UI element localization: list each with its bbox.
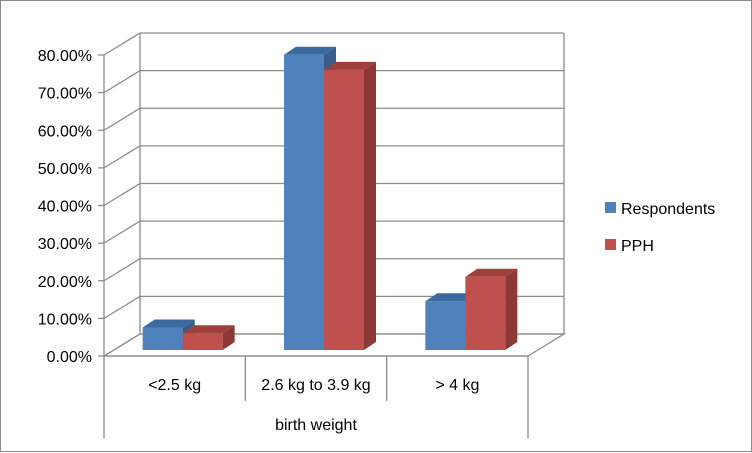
bar-pph-side [505,268,518,350]
bar-respondents-top [142,319,195,328]
legend-swatch-pph [605,239,616,250]
bar-pph-top [182,325,235,334]
bar-respondents-front [425,301,466,350]
x-axis-title: birth weight [275,417,357,434]
x-category-label: > 4 kg [435,377,479,394]
legend-label: Respondents [621,201,715,218]
legend-swatch-respondents [605,202,616,213]
bar-respondents-front [284,54,324,350]
legend-label: PPH [621,238,654,255]
bar-pph-front [182,333,223,350]
y-tick-label: 0.00% [47,349,92,366]
y-tick-label: 10.00% [38,311,92,328]
bar-pph-top [465,268,518,277]
bar-pph-side [222,325,235,350]
bars [142,46,518,350]
y-tick-label: 50.00% [38,161,92,178]
y-tick-label: 80.00% [38,48,92,65]
x-category-label: <2.5 kg [148,377,201,394]
y-tick-label: 20.00% [38,274,92,291]
bar-respondents-top [284,46,336,55]
y-tick-label: 70.00% [38,86,92,103]
bar-pph-side [364,61,376,350]
legend: Respondents PPH [605,201,715,255]
y-tick-label: 60.00% [38,123,92,140]
bar-respondents-front [142,327,183,350]
bar-pph-front [465,276,506,350]
bar-pph-front [324,69,364,350]
x-category-label: 2.6 kg to 3.9 kg [261,377,370,394]
y-tick-label: 30.00% [38,236,92,253]
axes [98,33,567,438]
bar-pph-top [324,61,376,70]
bar-respondents-top [425,293,478,302]
y-tick-label: 40.00% [38,199,92,216]
labels: 0.00% 10.00% 20.00% 30.00% 40.00% 50.00% 60.00… [38,48,480,434]
